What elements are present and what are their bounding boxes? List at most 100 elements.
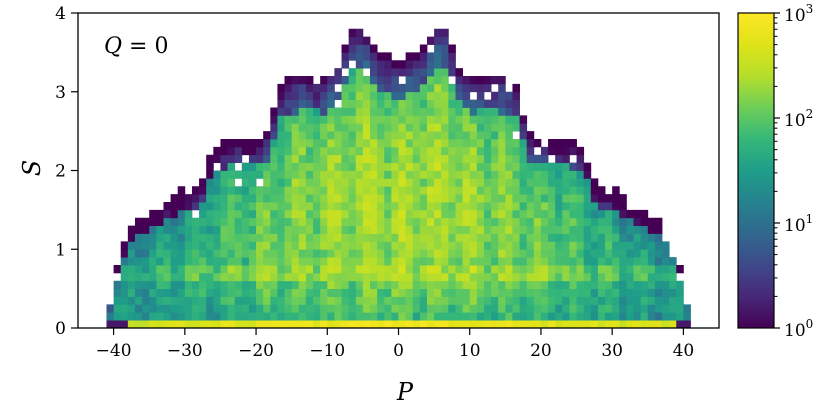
heatmap-cell — [498, 257, 506, 266]
heatmap-cell — [291, 202, 300, 211]
heatmap-cell — [120, 265, 129, 274]
heatmap-cell — [548, 178, 556, 187]
heatmap-cell — [455, 139, 463, 148]
heatmap-cell — [412, 209, 421, 219]
heatmap-cell — [569, 170, 577, 179]
heatmap-cell — [597, 202, 606, 211]
heatmap-cell — [341, 209, 350, 219]
heatmap-cell — [163, 233, 171, 242]
heatmap-cell — [476, 91, 485, 101]
heatmap-cell — [491, 76, 499, 85]
heatmap-cell — [134, 249, 143, 258]
heatmap-cell — [455, 123, 463, 132]
heatmap-cell — [626, 217, 634, 227]
heatmap-cell — [576, 312, 585, 321]
heatmap-cell — [590, 312, 599, 321]
heatmap-cell — [590, 202, 599, 211]
heatmap-cell — [298, 123, 307, 132]
heatmap-cell — [362, 60, 371, 69]
heatmap-cell — [412, 123, 421, 132]
heatmap-cell — [569, 225, 577, 234]
heatmap-cell — [398, 115, 407, 124]
heatmap-cell — [512, 107, 520, 116]
heatmap-cell — [505, 225, 513, 234]
heatmap-cell — [284, 233, 293, 242]
heatmap-cell — [241, 186, 250, 195]
heatmap-cell — [220, 296, 228, 305]
heatmap-cell — [291, 209, 300, 219]
heatmap-cell — [320, 312, 328, 321]
heatmap-cell — [498, 265, 506, 274]
heatmap-cell — [263, 304, 271, 313]
heatmap-cell — [498, 76, 506, 85]
heatmap-cell — [384, 257, 392, 266]
heatmap-cell — [419, 115, 428, 124]
heatmap-cell — [455, 312, 463, 321]
heatmap-cell — [469, 217, 478, 227]
heatmap-cell — [426, 312, 435, 321]
heatmap-cell — [362, 162, 371, 171]
heatmap-cell — [263, 217, 271, 227]
heatmap-cell — [583, 280, 592, 290]
heatmap-cell — [412, 178, 421, 187]
heatmap-cell — [156, 304, 164, 313]
heatmap-cell — [469, 257, 478, 266]
heatmap-cell — [426, 107, 435, 116]
colorbar-tick-base: 10 — [784, 111, 806, 131]
heatmap-cell — [469, 170, 478, 179]
heatmap-cell — [191, 296, 200, 305]
heatmap-cell — [220, 225, 228, 234]
heatmap-cell — [334, 209, 342, 219]
heatmap-cell — [441, 280, 449, 290]
heatmap-cell — [533, 257, 542, 266]
heatmap-cell — [583, 272, 592, 282]
annotation-q-equals-0: Q = 0 — [104, 34, 168, 59]
heatmap-cell — [313, 139, 321, 148]
heatmap-cell — [434, 68, 442, 77]
heatmap-cell — [213, 178, 221, 187]
heatmap-cell — [476, 304, 485, 313]
heatmap-cell — [562, 257, 570, 266]
heatmap-cell — [612, 280, 620, 290]
heatmap-cell — [405, 60, 414, 69]
heatmap-cell — [512, 257, 520, 266]
heatmap-cell — [298, 225, 307, 234]
heatmap-cell — [313, 241, 321, 250]
heatmap-cell — [462, 146, 471, 156]
heatmap-cell — [377, 123, 385, 132]
heatmap-cell — [662, 249, 670, 258]
heatmap-cell — [370, 225, 378, 234]
heatmap-cell — [377, 194, 385, 203]
heatmap-cell — [227, 217, 236, 227]
heatmap-cell — [256, 288, 264, 297]
heatmap-cell — [291, 146, 300, 156]
heatmap-cell — [455, 217, 463, 227]
heatmap-cell — [270, 194, 278, 203]
heatmap-cell — [519, 241, 528, 250]
heatmap-cells — [106, 28, 691, 329]
heatmap-cell — [448, 131, 456, 140]
heatmap-cell — [248, 320, 257, 329]
heatmap-cell — [455, 131, 463, 140]
heatmap-cell — [277, 257, 285, 266]
heatmap-cell — [341, 296, 350, 305]
heatmap-cell — [220, 304, 228, 313]
heatmap-cell — [519, 202, 528, 211]
heatmap-cell — [419, 209, 428, 219]
heatmap-cell — [662, 280, 670, 290]
heatmap-cell — [241, 304, 250, 313]
heatmap-cell — [533, 202, 542, 211]
heatmap-cell — [483, 186, 492, 195]
heatmap-cell — [327, 320, 335, 329]
heatmap-cell — [419, 257, 428, 266]
heatmap-cell — [277, 131, 285, 140]
heatmap-cell — [348, 91, 357, 101]
heatmap-cell — [384, 60, 392, 69]
heatmap-cell — [391, 99, 399, 108]
heatmap-cell — [469, 296, 478, 305]
heatmap-cell — [355, 83, 364, 93]
heatmap-cell — [362, 36, 371, 45]
heatmap-cell — [633, 265, 642, 274]
heatmap-cell — [612, 233, 620, 242]
heatmap-cell — [305, 162, 314, 171]
